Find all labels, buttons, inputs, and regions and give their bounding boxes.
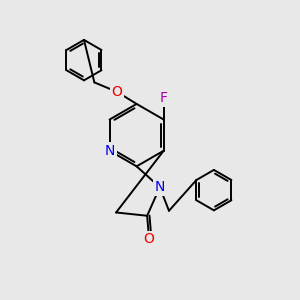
Text: O: O <box>111 85 122 99</box>
Text: N: N <box>154 180 165 194</box>
Text: F: F <box>160 91 168 105</box>
Text: O: O <box>144 232 154 246</box>
Text: N: N <box>104 144 115 158</box>
